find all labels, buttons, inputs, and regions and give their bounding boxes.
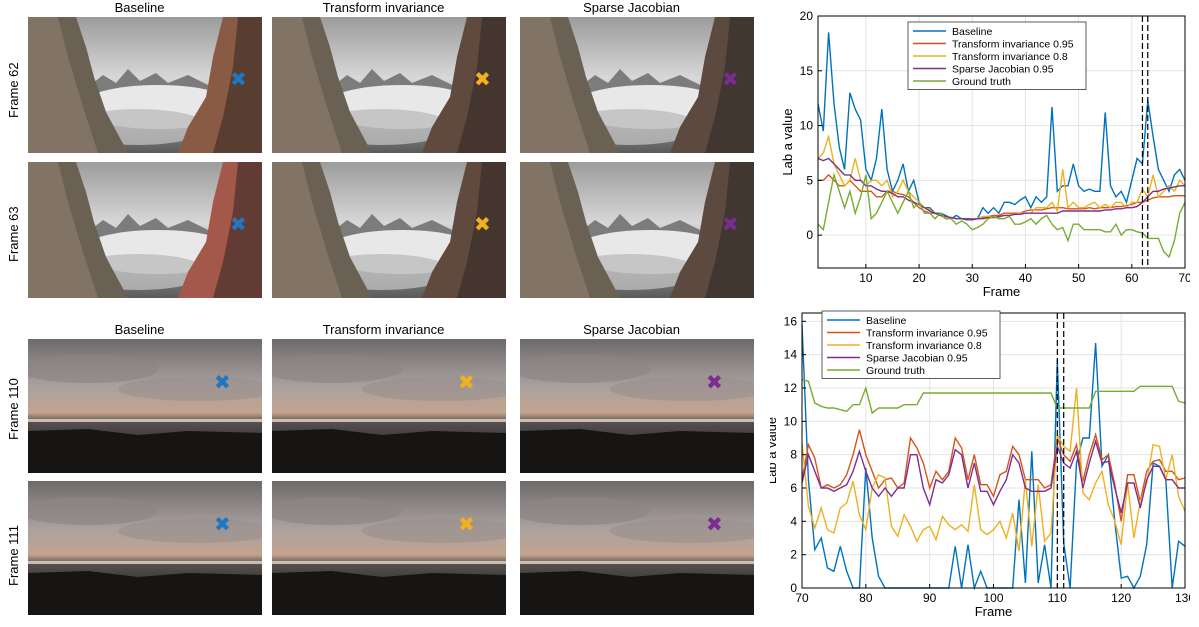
lab-a-chart-frames-1-70: 10 20 30 40 50 60 70 0 5 10 15 20 Frame Lab a value Ba… bbox=[780, 9, 1190, 299]
sunset-frame-image bbox=[28, 481, 262, 615]
cross-marker-icon: ✖ bbox=[458, 512, 475, 536]
y-tick-label: 12 bbox=[784, 381, 798, 395]
plot-frame bbox=[817, 15, 1186, 269]
y-tick-label: 15 bbox=[800, 64, 814, 78]
y-tick-label: 14 bbox=[784, 348, 798, 362]
x-tick-label: 100 bbox=[983, 591, 1003, 605]
y-tick-label: 0 bbox=[806, 228, 813, 242]
x-tick-label: 110 bbox=[1048, 591, 1067, 605]
cross-marker-icon: ✖ bbox=[214, 370, 231, 394]
legend-entry: Transform invariance 0.8 bbox=[952, 51, 1068, 63]
row-label-frame-62: Frame 62 bbox=[6, 62, 21, 118]
series-line-4 bbox=[801, 379, 1186, 415]
column-title-transform-invariance-bottom: Transform invariance bbox=[322, 322, 445, 337]
legend-entry: Transform invariance 0.95 bbox=[866, 328, 988, 340]
cross-marker-icon: ✖ bbox=[706, 370, 723, 394]
y-tick-label: 0 bbox=[790, 581, 797, 595]
y-tick-label: 8 bbox=[790, 448, 797, 462]
sunset-frame-image bbox=[28, 339, 262, 473]
x-axis-label: Frame bbox=[983, 284, 1021, 299]
x-tick-label: 60 bbox=[1125, 271, 1139, 285]
row-label-frame-111: Frame 111 bbox=[6, 525, 21, 586]
legend-entry: Baseline bbox=[866, 315, 906, 327]
series-line-3 bbox=[801, 438, 1185, 514]
y-axis-label: Lab a value bbox=[770, 417, 779, 484]
legend-entry: Ground truth bbox=[952, 76, 1011, 88]
mountain-frame-image bbox=[272, 162, 506, 298]
x-tick-label: 50 bbox=[1072, 271, 1086, 285]
series-line-1 bbox=[818, 173, 1185, 221]
series-line-4 bbox=[817, 172, 1186, 259]
y-axis-label: Lab a value bbox=[780, 108, 795, 175]
legend-entry: Transform invariance 0.95 bbox=[952, 39, 1074, 51]
y-tick-label: 6 bbox=[790, 481, 797, 495]
sunset-frame-image bbox=[520, 481, 754, 615]
column-title-sparse-jacobian-bottom: Sparse Jacobian bbox=[583, 322, 680, 337]
x-tick-label: 120 bbox=[1111, 591, 1131, 605]
cross-marker-icon: ✖ bbox=[214, 512, 231, 536]
x-tick-label: 20 bbox=[912, 271, 926, 285]
x-tick-label: 130 bbox=[1175, 591, 1190, 605]
cross-marker-icon: ✖ bbox=[474, 67, 491, 91]
x-tick-label: 10 bbox=[859, 271, 873, 285]
cross-marker-icon: ✖ bbox=[458, 370, 475, 394]
x-tick-label: 70 bbox=[1178, 271, 1190, 285]
series-line-3 bbox=[817, 157, 1185, 221]
mountain-frame-image bbox=[28, 162, 262, 298]
cross-marker-icon: ✖ bbox=[706, 512, 723, 536]
legend-entry: Sparse Jacobian 0.95 bbox=[866, 353, 968, 365]
x-tick-label: 80 bbox=[859, 591, 873, 605]
legend-entry: Baseline bbox=[952, 26, 992, 38]
mountain-frame-image bbox=[28, 17, 262, 153]
y-tick-label: 10 bbox=[784, 414, 798, 428]
y-tick-label: 4 bbox=[790, 514, 797, 528]
lab-a-chart-frames-70-130: 70 80 90 100 110 120 130 0 2 4 6 8 10 12 14 16 Frame Lab … bbox=[770, 310, 1190, 619]
y-tick-label: 20 bbox=[800, 9, 814, 23]
y-tick-label: 2 bbox=[790, 548, 797, 562]
mountain-frame-image bbox=[272, 17, 506, 153]
legend-entry: Sparse Jacobian 0.95 bbox=[952, 64, 1054, 76]
row-label-frame-63: Frame 63 bbox=[6, 206, 21, 262]
x-tick-label: 30 bbox=[966, 271, 980, 285]
y-tick-label: 10 bbox=[800, 119, 814, 133]
cross-marker-icon: ✖ bbox=[230, 212, 247, 236]
row-label-frame-110: Frame 110 bbox=[6, 378, 21, 440]
sunset-frame-image bbox=[520, 339, 754, 473]
mountain-frame-image bbox=[520, 162, 754, 298]
sunset-frame-image bbox=[272, 481, 506, 615]
cross-marker-icon: ✖ bbox=[474, 212, 491, 236]
cross-marker-icon: ✖ bbox=[722, 212, 739, 236]
series-line-2 bbox=[801, 387, 1186, 552]
column-title-transform-invariance-top: Transform invariance bbox=[322, 0, 445, 15]
y-tick-label: 5 bbox=[806, 173, 813, 187]
column-title-baseline-bottom: Baseline bbox=[114, 322, 165, 337]
cross-marker-icon: ✖ bbox=[230, 67, 247, 91]
mountain-frame-image bbox=[520, 17, 754, 153]
x-tick-label: 70 bbox=[795, 591, 809, 605]
sunset-frame-image bbox=[272, 339, 506, 473]
x-axis-label: Frame bbox=[975, 604, 1013, 619]
x-tick-label: 90 bbox=[923, 591, 937, 605]
series-line-0 bbox=[817, 32, 1186, 220]
x-tick-label: 40 bbox=[1019, 271, 1033, 285]
y-tick-label: 16 bbox=[784, 314, 798, 328]
legend-entry: Transform invariance 0.8 bbox=[866, 340, 982, 352]
legend-entry: Ground truth bbox=[866, 365, 925, 377]
column-title-sparse-jacobian-top: Sparse Jacobian bbox=[583, 0, 680, 15]
column-title-baseline-top: Baseline bbox=[114, 0, 165, 15]
cross-marker-icon: ✖ bbox=[722, 67, 739, 91]
series-line-1 bbox=[801, 429, 1186, 522]
